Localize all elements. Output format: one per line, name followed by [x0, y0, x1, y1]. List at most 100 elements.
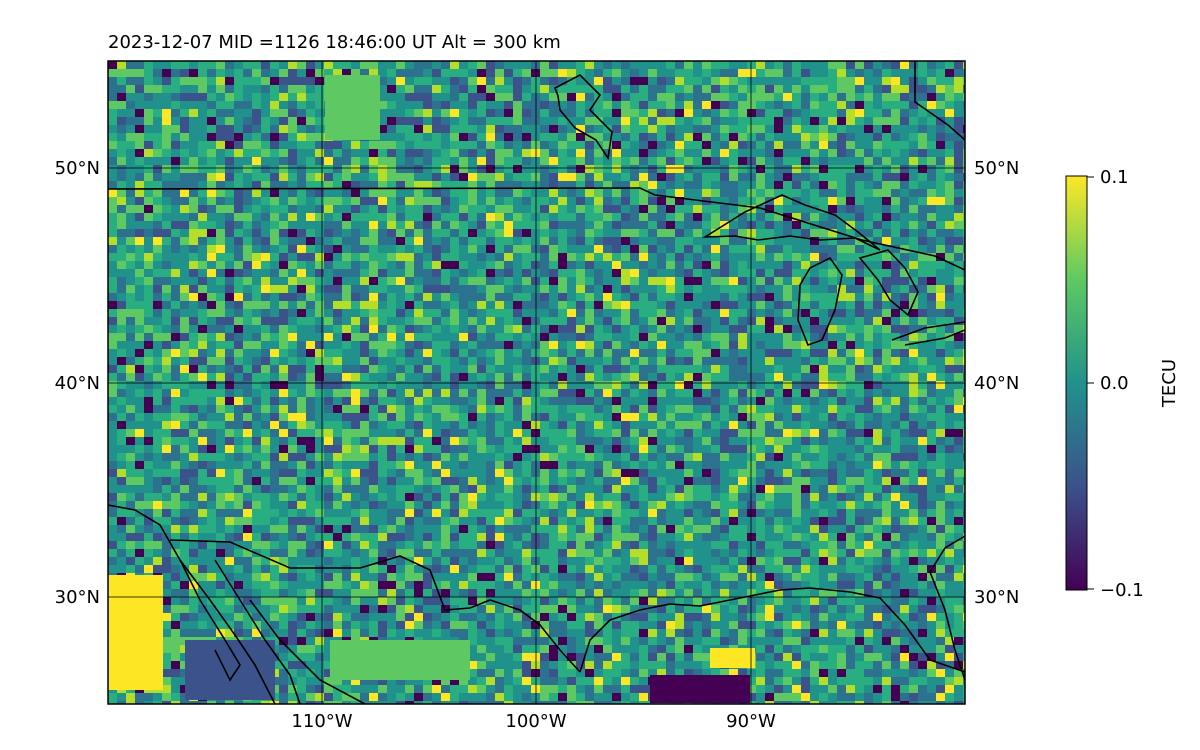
tec-cell — [891, 437, 900, 445]
tec-cell — [369, 253, 378, 261]
tec-cell — [684, 205, 693, 213]
tec-cell — [288, 157, 297, 165]
tec-cell — [414, 213, 423, 221]
tec-cell — [468, 293, 477, 301]
tec-cell — [909, 293, 918, 301]
tec-cell — [234, 357, 243, 365]
tec-cell — [279, 133, 288, 141]
tec-cell — [117, 421, 126, 429]
tec-cell — [612, 397, 621, 405]
tec-cell — [549, 365, 558, 373]
tec-cell — [504, 389, 513, 397]
tec-cell — [288, 373, 297, 381]
tec-cell — [594, 397, 603, 405]
tec-cell — [954, 469, 963, 477]
tec-cell — [558, 69, 567, 77]
tec-cell — [297, 253, 306, 261]
tec-cell — [180, 181, 189, 189]
tec-cell — [288, 389, 297, 397]
tec-cell — [423, 61, 432, 69]
tec-cell — [414, 61, 423, 69]
tec-cell — [216, 213, 225, 221]
tec-cell — [747, 133, 756, 141]
tec-cell — [783, 461, 792, 469]
tec-cell — [864, 285, 873, 293]
tec-cell — [729, 341, 738, 349]
tec-cell — [216, 357, 225, 365]
tec-cell — [612, 277, 621, 285]
tec-cell — [261, 69, 270, 77]
tec-cell — [171, 381, 180, 389]
tec-cell — [954, 221, 963, 229]
tec-cell — [648, 429, 657, 437]
tec-cell — [252, 373, 261, 381]
tec-cell — [729, 221, 738, 229]
tec-cell — [171, 413, 180, 421]
tec-cell — [198, 405, 207, 413]
tec-cell — [126, 61, 135, 69]
tec-cell — [288, 261, 297, 269]
tec-cell — [855, 445, 864, 453]
tec-cell — [693, 85, 702, 93]
tec-cell — [702, 93, 711, 101]
tec-cell — [243, 197, 252, 205]
tec-cell — [180, 461, 189, 469]
tec-cell — [711, 405, 720, 413]
tec-cell — [405, 221, 414, 229]
tec-cell — [549, 421, 558, 429]
tec-cell — [594, 341, 603, 349]
tec-cell — [171, 245, 180, 253]
tec-cell — [315, 445, 324, 453]
tec-cell — [333, 237, 342, 245]
tec-cell — [927, 469, 936, 477]
tec-cell — [855, 69, 864, 77]
tec-cell — [270, 293, 279, 301]
tec-cell — [891, 381, 900, 389]
tec-cell — [729, 277, 738, 285]
tec-cell — [954, 277, 963, 285]
tec-cell — [540, 229, 549, 237]
tec-cell — [414, 221, 423, 229]
tec-cell — [450, 453, 459, 461]
tec-cell — [396, 213, 405, 221]
tec-cell — [369, 317, 378, 325]
tec-cell — [135, 453, 144, 461]
tec-cell — [792, 277, 801, 285]
tec-cell — [531, 389, 540, 397]
tec-cell — [378, 125, 387, 133]
tec-cell — [801, 261, 810, 269]
tec-cell — [747, 277, 756, 285]
tec-cell — [351, 173, 360, 181]
tec-cell — [486, 117, 495, 125]
tec-cell — [909, 269, 918, 277]
tec-cell — [450, 413, 459, 421]
tec-cell — [891, 341, 900, 349]
tec-cell — [639, 61, 648, 69]
tec-cell — [180, 93, 189, 101]
tec-cell — [711, 349, 720, 357]
tec-cell — [378, 237, 387, 245]
tec-cell — [261, 277, 270, 285]
tec-cell — [486, 389, 495, 397]
tec-cell — [423, 141, 432, 149]
tec-cell — [432, 293, 441, 301]
tec-cell — [387, 245, 396, 253]
tec-cell — [720, 445, 729, 453]
tec-cell — [225, 365, 234, 373]
tec-cell — [747, 413, 756, 421]
tec-cell — [513, 109, 522, 117]
tec-cell — [378, 285, 387, 293]
tec-cell — [180, 293, 189, 301]
tec-cell — [513, 133, 522, 141]
tec-cell — [162, 173, 171, 181]
tec-cell — [864, 397, 873, 405]
tec-cell — [117, 181, 126, 189]
tec-cell — [108, 445, 117, 453]
tec-cell — [828, 173, 837, 181]
tec-cell — [288, 293, 297, 301]
tec-cell — [954, 341, 963, 349]
tec-cell — [828, 117, 837, 125]
tec-cell — [144, 117, 153, 125]
tec-cell — [387, 229, 396, 237]
tec-cell — [738, 229, 747, 237]
